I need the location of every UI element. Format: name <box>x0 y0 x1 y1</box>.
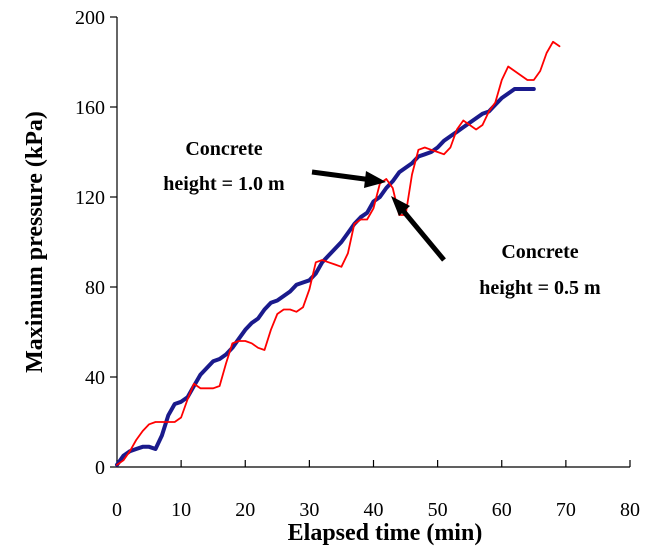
annotations: Concrete height = 1.0 m Concrete height … <box>163 138 601 299</box>
series-line-1 <box>116 40 561 466</box>
y-tick-label: 200 <box>75 7 105 29</box>
x-tick-label: 60 <box>492 499 512 521</box>
x-axis-title: Elapsed time (min) <box>288 520 483 546</box>
y-tick-label: 40 <box>85 367 105 389</box>
series-line-0 <box>115 87 536 467</box>
annotation-05m-arrowhead <box>391 196 410 216</box>
y-tick-label: 120 <box>75 187 105 209</box>
annotation-1m-line1: Concrete <box>185 138 262 160</box>
x-tick-label: 0 <box>112 499 122 521</box>
annotation-05m: Concrete height = 0.5 m <box>391 196 601 299</box>
y-tick-label: 80 <box>85 277 105 299</box>
x-tick-label: 20 <box>235 499 255 521</box>
annotation-1m: Concrete height = 1.0 m <box>163 138 386 195</box>
x-tick-label: 70 <box>556 499 576 521</box>
y-tick-label: 160 <box>75 97 105 119</box>
x-tick-label: 40 <box>364 499 384 521</box>
tick-labels: 0 10 20 30 40 50 60 70 80 0 40 80 120 160 200 <box>75 7 640 521</box>
annotation-1m-arrowhead <box>364 171 386 188</box>
x-tick-label: 50 <box>428 499 448 521</box>
annotation-1m-line2: height = 1.0 m <box>163 173 285 195</box>
x-tick-label: 80 <box>620 499 640 521</box>
annotation-1m-arrow <box>311 169 373 183</box>
ticks <box>110 16 631 468</box>
x-tick-label: 10 <box>171 499 191 521</box>
series-layer <box>115 40 561 467</box>
annotation-05m-line2: height = 0.5 m <box>479 277 601 299</box>
annotation-05m-arrow <box>398 205 446 262</box>
y-axis-title: Maximum pressure (kPa) <box>22 111 48 373</box>
x-tick-label: 30 <box>299 499 319 521</box>
y-tick-label: 0 <box>95 457 105 479</box>
annotation-05m-line1: Concrete <box>501 241 578 263</box>
